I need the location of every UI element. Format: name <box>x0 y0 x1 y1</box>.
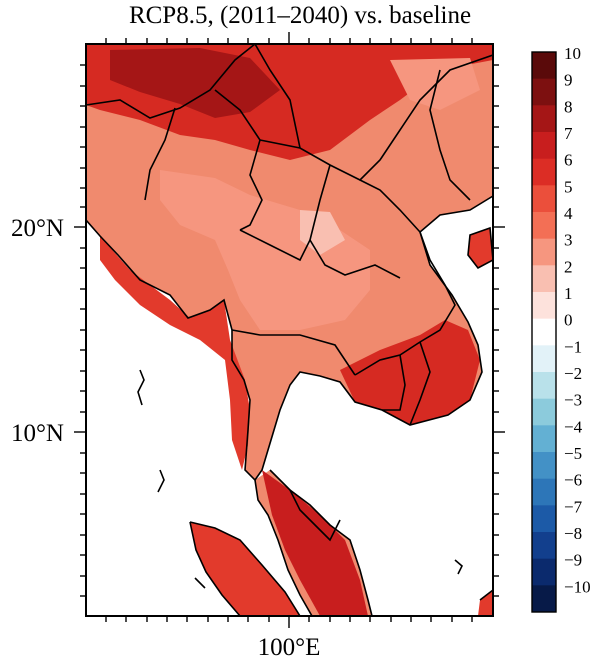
colorbar-swatch <box>532 78 556 106</box>
coastlines <box>86 195 493 616</box>
colorbar-swatch <box>532 398 556 426</box>
map-ticks <box>74 32 505 628</box>
map-panel: 20°N 10°N 100°E <box>11 32 505 661</box>
colorbar-tick-label: 1 <box>564 284 573 303</box>
land-borneo-edge <box>478 590 493 616</box>
colorbar-tick-label: −2 <box>564 364 582 383</box>
colorbar-tick-label: −1 <box>564 337 582 356</box>
colorbar-swatch <box>532 265 556 293</box>
colorbar-swatch <box>532 105 556 133</box>
colorbar-tick-label: −3 <box>564 391 582 410</box>
colorbar-tick-label: −10 <box>564 577 591 596</box>
colorbar-swatch <box>532 345 556 373</box>
colorbar-tick-label: −7 <box>564 497 583 516</box>
colorbar-tick-label: 2 <box>564 257 573 276</box>
map-fields <box>86 44 493 616</box>
colorbar-frame <box>531 51 557 613</box>
field-east-moderate <box>300 210 345 255</box>
colorbar-swatch <box>532 372 556 400</box>
colorbar-tick-label: −4 <box>564 417 583 436</box>
colorbar-tick-label: 3 <box>564 231 573 250</box>
colorbar-tick-label: −9 <box>564 551 582 570</box>
colorbar-swatch <box>532 585 556 613</box>
field-west-coast-warm <box>100 236 250 470</box>
lat-label-10n: 10°N <box>11 420 64 447</box>
colorbar-swatch <box>532 212 556 240</box>
land-sumatra <box>190 522 300 616</box>
colorbar-swatch <box>532 452 556 480</box>
colorbar-swatch <box>532 158 556 186</box>
land-hainan <box>468 228 493 268</box>
colorbar-swatch <box>532 52 556 80</box>
colorbar-swatch <box>532 292 556 320</box>
colorbar-swatch <box>532 532 556 560</box>
country-borders <box>86 44 493 542</box>
colorbar-swatch <box>532 185 556 213</box>
colorbar-tick-label: −5 <box>564 444 582 463</box>
field-north-hottest <box>110 48 280 118</box>
colorbar-swatch <box>532 478 556 506</box>
colorbar-tick-label: 5 <box>564 177 573 196</box>
field-central-moderate <box>160 170 370 330</box>
colorbar-tick-label: 7 <box>564 124 573 143</box>
colorbar-swatch <box>532 558 556 586</box>
colorbar-tick-label: 9 <box>564 71 573 90</box>
colorbar-tick-label: 6 <box>564 151 573 170</box>
field-south-east-warm <box>340 320 480 425</box>
field-peninsula-hot <box>262 470 368 616</box>
colorbar-swatch <box>532 318 556 346</box>
colorbar-swatch <box>532 132 556 160</box>
colorbar-swatch <box>532 238 556 266</box>
colorbar-tick-label: 10 <box>564 44 581 63</box>
lon-label-100e: 100°E <box>258 634 321 660</box>
colorbar-tick-label: −8 <box>564 524 582 543</box>
colorbar-tick-label: 4 <box>564 204 573 223</box>
colorbar-tick-label: 0 <box>564 311 573 330</box>
colorbar-swatch <box>532 425 556 453</box>
figure-title: RCP8.5, (2011–2040) vs. baseline <box>128 2 472 29</box>
colorbar-tick-label: −6 <box>564 471 582 490</box>
colorbar-swatch <box>532 505 556 533</box>
lat-label-20n: 20°N <box>11 215 64 242</box>
colorbar-tick-label: 8 <box>564 97 573 116</box>
